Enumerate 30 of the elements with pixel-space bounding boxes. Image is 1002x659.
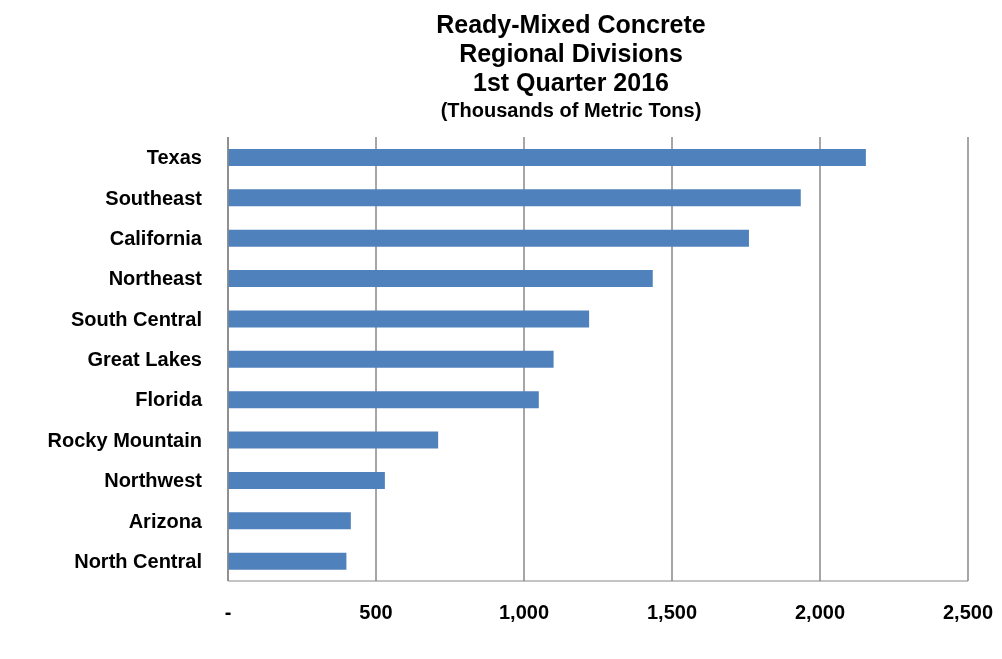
y-tick-label: Northwest <box>104 469 203 492</box>
y-tick-label: North Central <box>74 549 202 572</box>
bar <box>228 552 347 570</box>
x-tick-label: 2,500 <box>942 601 994 624</box>
y-tick-label: California <box>109 227 203 250</box>
bar <box>228 310 590 328</box>
bar <box>228 189 801 207</box>
x-tick-label: 2,000 <box>794 601 846 624</box>
bar <box>228 471 385 489</box>
bar <box>228 512 351 530</box>
y-tick-label: Northeast <box>108 267 203 290</box>
y-tick-label: South Central <box>70 307 202 330</box>
chart-title: Ready-Mixed Concrete Regional Divisions 1st Quarter 2016 <box>435 9 707 97</box>
y-tick-label: Florida <box>135 388 203 411</box>
bar <box>228 391 539 409</box>
bar <box>228 350 554 368</box>
bar <box>228 229 749 247</box>
bar <box>228 149 866 166</box>
y-tick-label: Texas <box>146 146 202 169</box>
y-tick-label: Arizona <box>128 509 203 532</box>
y-tick-label: Rocky Mountain <box>47 428 202 451</box>
bar <box>228 431 439 449</box>
y-tick-label: Great Lakes <box>87 348 202 371</box>
x-tick-label: 1,000 <box>498 601 550 624</box>
x-tick-label: 500 <box>359 601 393 624</box>
chart-subtitle: (Thousands of Metric Tons) <box>439 98 703 123</box>
x-tick-label: 1,500 <box>646 601 698 624</box>
x-tick-label: - <box>224 601 232 624</box>
y-tick-label: Southeast <box>105 186 203 209</box>
bar <box>228 270 653 288</box>
